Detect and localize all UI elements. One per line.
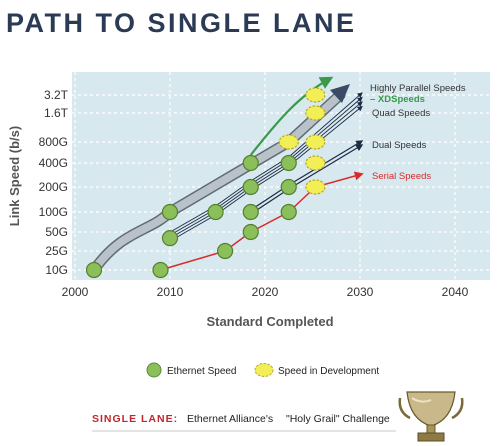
trend-arrowhead [330, 84, 350, 103]
established-point [280, 203, 297, 221]
development-point [305, 155, 326, 171]
established-point [152, 261, 169, 279]
established-point [161, 230, 179, 247]
established-point [85, 261, 103, 279]
legend-development-marker [254, 363, 274, 377]
y-axis-label: Link Speed (b/s) [7, 126, 22, 226]
x-tick-label: 2040 [442, 285, 469, 299]
label-dual: Dual Speeds [372, 140, 427, 151]
established-point [161, 203, 179, 221]
label-highly-parallel: Highly Parallel Speeds [370, 83, 466, 94]
footer-label: SINGLE LANE: [92, 413, 179, 425]
established-point [242, 154, 259, 172]
y-tick-label: 3.2T [44, 88, 69, 102]
established-point [242, 178, 259, 196]
x-tick-label: 2010 [157, 285, 184, 299]
legend-established-label: Ethernet Speed [167, 366, 237, 377]
established-point [217, 242, 234, 260]
legend-established-marker [146, 362, 162, 378]
development-point [305, 87, 326, 103]
data-points [85, 87, 326, 279]
label-xdspeeds: – XDSpeeds [370, 94, 425, 105]
y-tick-label: 10G [45, 263, 68, 277]
x-tick-label: 2000 [62, 285, 89, 299]
label-quad: Quad Speeds [372, 108, 430, 119]
established-point [242, 223, 259, 241]
legend-development-label: Speed in Development [278, 366, 379, 377]
established-point [280, 154, 297, 172]
footer-text-1: Ethernet Alliance's [187, 413, 274, 425]
grid-lines [72, 72, 490, 280]
established-point [280, 178, 297, 196]
y-tick-label: 200G [39, 180, 68, 194]
y-tick-label: 1.6T [44, 106, 69, 120]
plot-background [72, 72, 490, 280]
development-point [305, 105, 326, 121]
y-tick-label: 100G [39, 205, 68, 219]
development-point [305, 179, 326, 195]
y-tick-label: 800G [39, 135, 68, 149]
established-point [207, 203, 224, 221]
footer: SINGLE LANE: Ethernet Alliance's "Holy G… [92, 413, 390, 425]
y-tick-label: 50G [45, 225, 68, 239]
footer-text-2: "Holy Grail" Challenge [286, 413, 390, 425]
x-tick-label: 2020 [252, 285, 279, 299]
established-point [242, 203, 259, 221]
x-axis-label: Standard Completed [206, 314, 333, 329]
xd-line [249, 76, 334, 156]
trophy-icon [398, 391, 464, 442]
y-tick-label: 25G [45, 244, 68, 258]
axis-ticks: 2000 2010 2020 2030 2040 10G 25G 50G 100G 200G 400… [39, 88, 469, 299]
x-tick-label: 2030 [347, 285, 374, 299]
page-title: PATH TO SINGLE LANE [6, 8, 357, 38]
development-point [305, 134, 326, 150]
development-point [278, 134, 299, 150]
y-tick-label: 400G [39, 156, 68, 170]
legend: Ethernet Speed Speed in Development [146, 362, 379, 378]
label-serial: Serial Speeds [372, 171, 431, 182]
